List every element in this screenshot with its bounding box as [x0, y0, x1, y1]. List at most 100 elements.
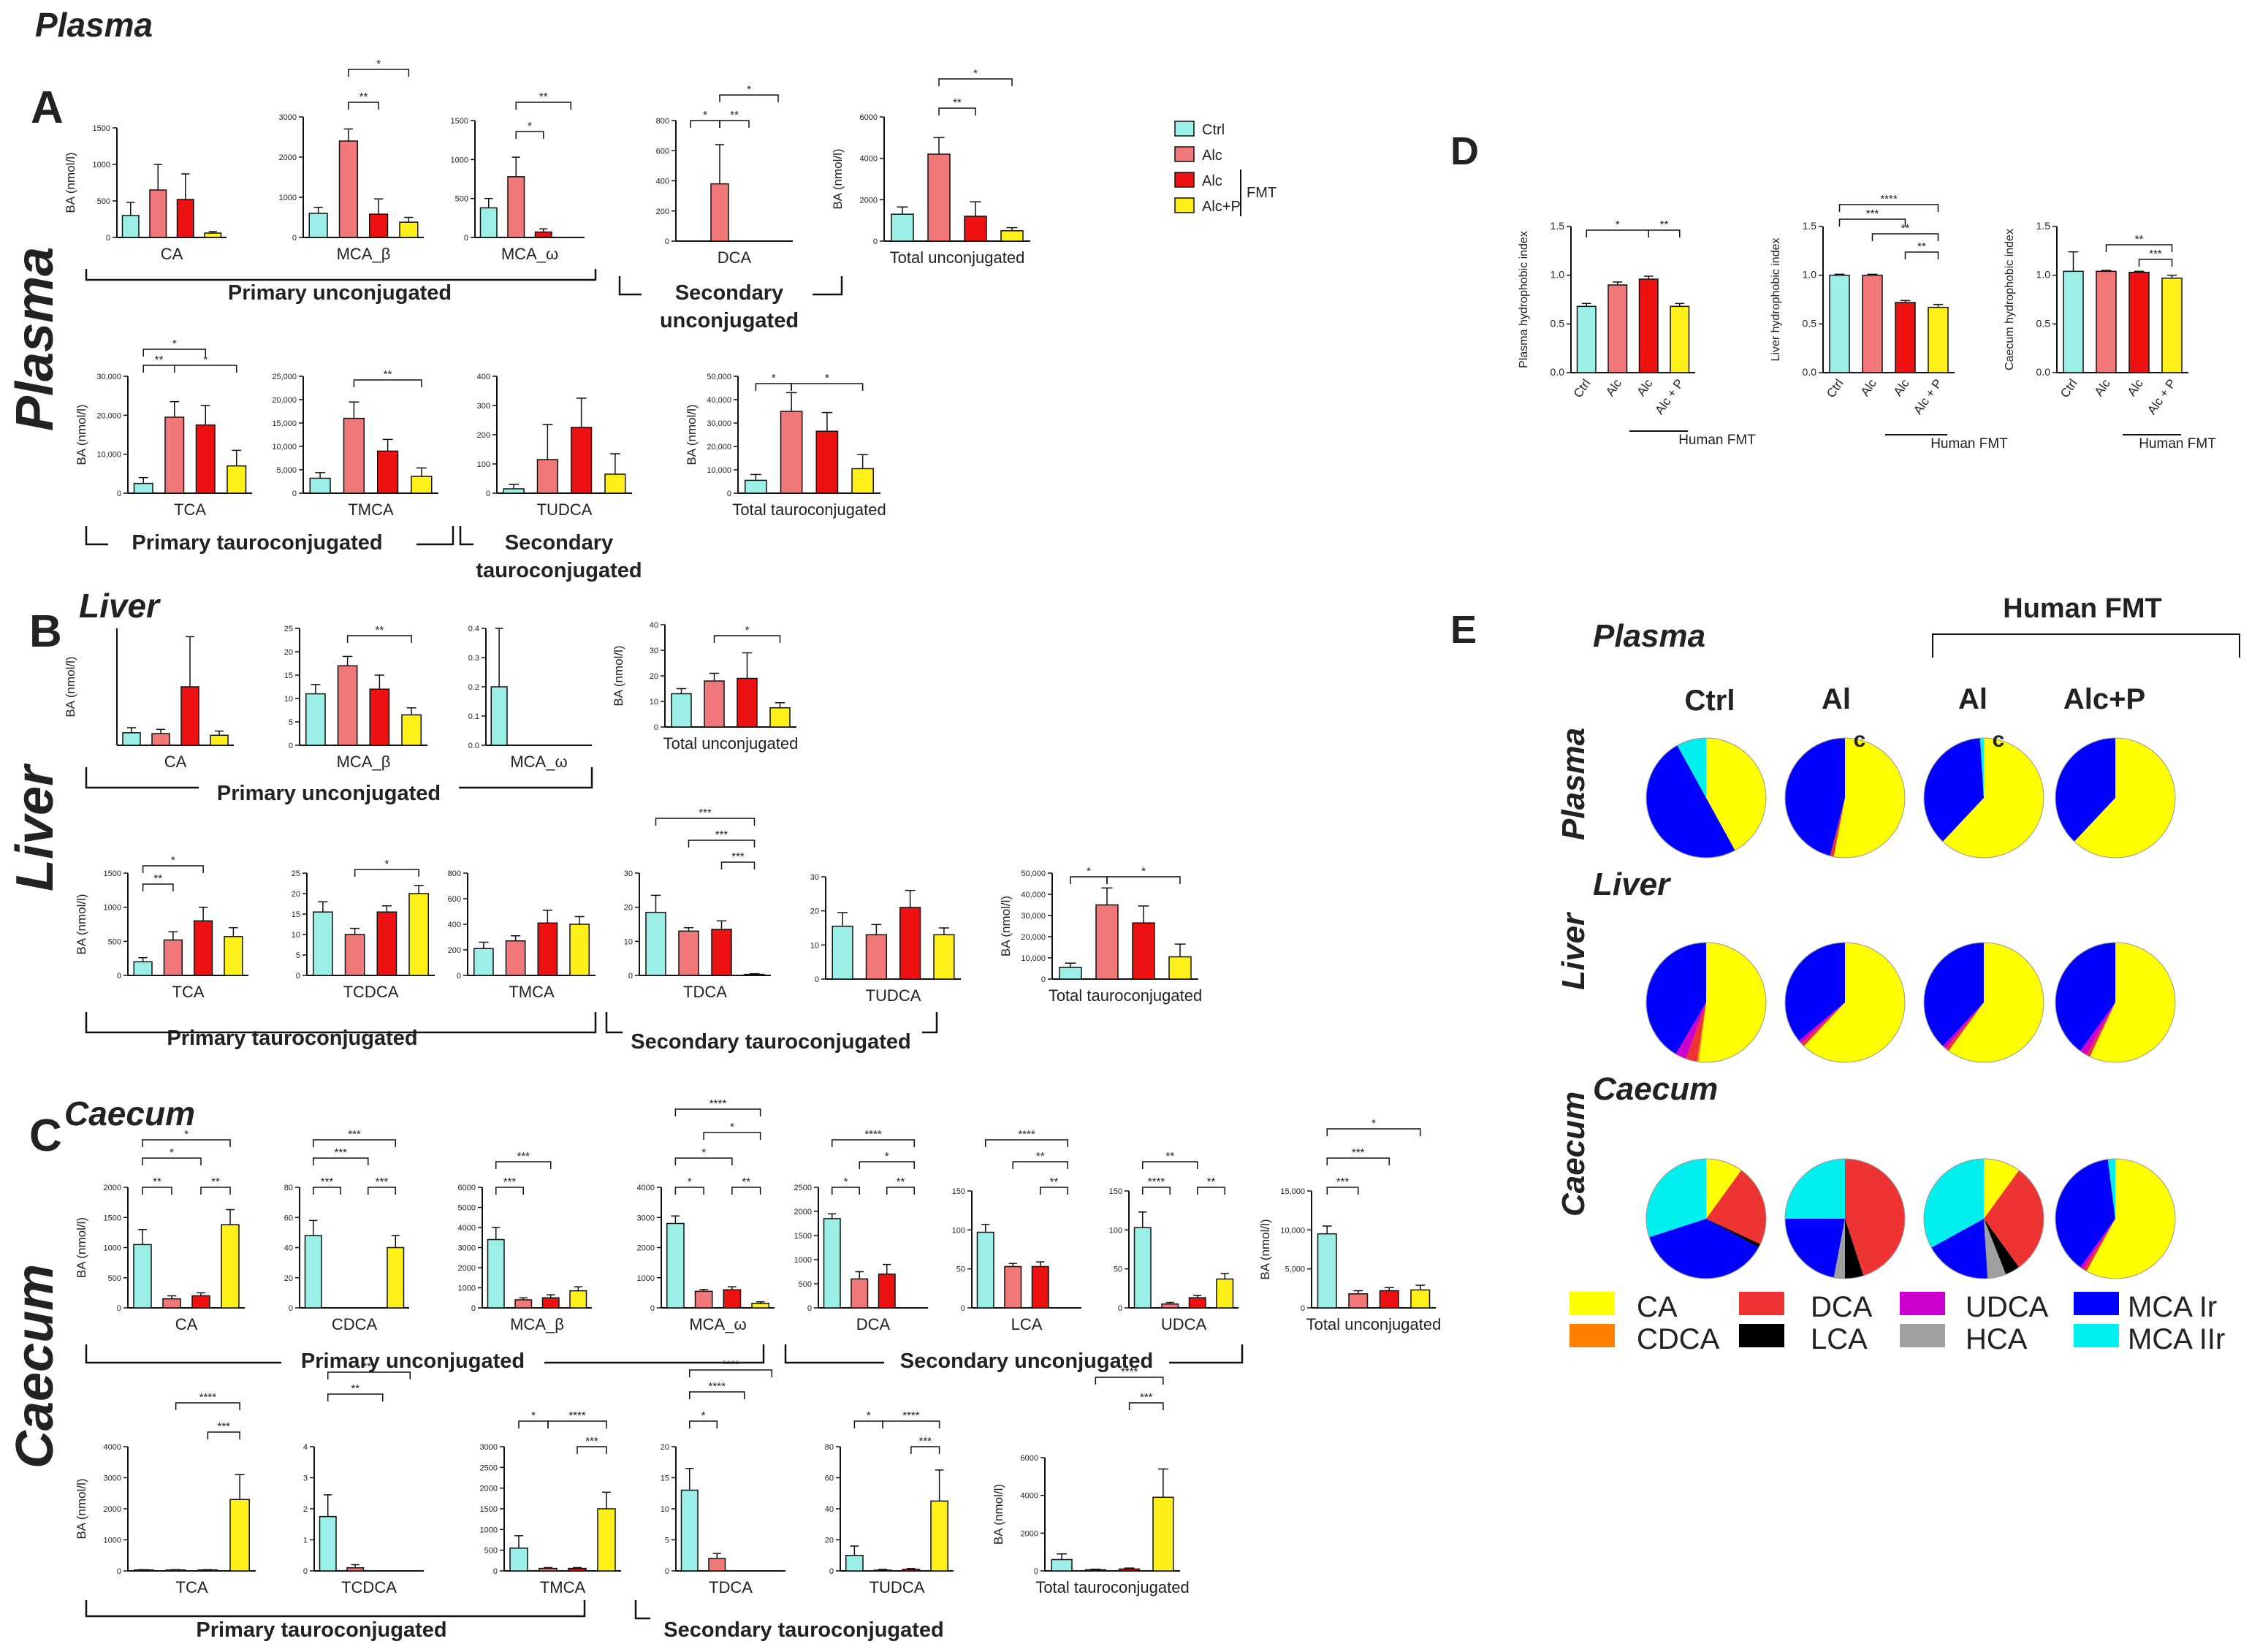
sig-bracket-55 [327, 1371, 411, 1379]
bracket-b1 [85, 767, 199, 789]
bracket-b2 [85, 1012, 597, 1034]
a-ytick-label-3-2: 400 [656, 178, 669, 186]
b-ytick-label-5-5: 25 [292, 869, 300, 878]
pie-legend-text-hca: HCA [1966, 1323, 2028, 1355]
sig-star-28: ** [211, 1176, 220, 1188]
sig-bracket-14 [791, 383, 864, 391]
b-ytick-label-1-1: 5 [289, 718, 293, 727]
b-ytick-label-4-1: 500 [108, 937, 121, 946]
bracket-a2r [813, 276, 843, 296]
c-xtitle-1: CDCA [332, 1315, 378, 1333]
a-ytick-label-6-0: 0 [292, 490, 297, 498]
pie-slice-caecum-3-2 [2083, 1219, 2115, 1271]
sig-star-0: * [376, 58, 381, 70]
pie-legend-text-cdca: CDCA [1637, 1323, 1720, 1355]
panel-a-label: A [31, 83, 64, 133]
pie-slice-liver-3-6 [2055, 943, 2115, 1051]
sig-star-60: **** [722, 1358, 739, 1371]
sig-bracket-73 [1904, 251, 1939, 259]
pie-slice-liver-0-6 [1645, 943, 1706, 1054]
a-xtitle-2: MCA_ω [501, 245, 558, 263]
c-ytick-label-13-0: 0 [1034, 1567, 1038, 1576]
a-bar-8-2 [815, 430, 839, 494]
d-ytick-label-2-2: 1.0 [2036, 269, 2051, 281]
sig-bracket-65 [910, 1446, 940, 1454]
c-bar-9-0 [319, 1515, 337, 1572]
pie-legend-text-mcaiir: MCA IIr [2128, 1323, 2225, 1355]
sig-star-33: *** [517, 1150, 530, 1162]
b-ytick-label-1-2: 10 [284, 695, 293, 704]
group-legend: Ctrl Alc Alc Alc+P FMT [1174, 121, 1277, 216]
a-bar-8-3 [851, 468, 874, 494]
c-ylabel-13: BA (nmol/l) [992, 1484, 1005, 1545]
b-bar-6-0 [473, 948, 494, 976]
a-ytick-label-8-3: 30,000 [707, 419, 731, 428]
e-row-title-liver: Liver [1593, 867, 1672, 902]
sub-title-liver: Liver [79, 587, 161, 625]
b-ytick-label-7-2: 20 [624, 904, 633, 913]
b-ytick-label-5-0: 0 [296, 972, 300, 981]
sig-bracket-44 [985, 1139, 1068, 1147]
d-ytitle-0: Plasma hydrophobic index [1518, 231, 1530, 368]
c-ytick-label-11-0: 0 [665, 1567, 669, 1576]
sig-bracket-34 [495, 1187, 524, 1195]
c-bar-13-3 [1152, 1496, 1174, 1572]
b-bar-9-0 [1059, 967, 1082, 980]
a-ytick-label-8-2: 20,000 [707, 443, 731, 452]
a-ytick-label-2-3: 1500 [451, 117, 468, 126]
c-bar-3-2 [723, 1289, 742, 1309]
sig-star-21: *** [715, 829, 728, 841]
sig-bracket-59 [577, 1446, 607, 1454]
c-bar-2-2 [541, 1297, 560, 1309]
sig-star-40: **** [864, 1128, 882, 1141]
a-bar-6-0 [309, 477, 331, 494]
b-ytick-label-5-2: 10 [292, 931, 300, 940]
b-ytick-label-3-1: 10 [650, 698, 658, 707]
c-chart-6: 0 50 100 150 UDCA [1109, 1187, 1239, 1333]
b-bar-0-0 [122, 732, 141, 746]
pie-slice-caecum-0-6 [1649, 1219, 1759, 1279]
pie-slice-liver-3-0 [2090, 943, 2175, 1062]
pie-slice-caecum-0-7 [1646, 1159, 1706, 1238]
c-bar-1-3 [387, 1246, 405, 1309]
b-bar-7-2 [711, 929, 732, 976]
d-xcat-0-3: Alc + P [1652, 376, 1686, 416]
b-ytick-label-7-0: 0 [628, 972, 633, 981]
sig-star-64: **** [902, 1409, 920, 1422]
b-bar-9-1 [1095, 904, 1119, 980]
b-ytick-label-2-2: 0.2 [468, 683, 479, 692]
a-group-secondary-tauro-2: tauroconjugated [476, 559, 642, 582]
sig-star-69: ** [1660, 218, 1669, 231]
c-bar-5-0 [976, 1231, 994, 1309]
b-xtitle-1: MCA_β [337, 753, 391, 771]
a-group-secondary-unconj-1: Secondary [675, 281, 783, 305]
b-bar-8-1 [865, 934, 887, 980]
b-ytick-label-1-3: 15 [284, 671, 293, 680]
a-ylabel-0: BA (nmol/l) [64, 152, 77, 213]
sig-star-62: * [701, 1409, 706, 1422]
pie-legend: CA CDCA DCA LCA UDCA HCA MCA Ir MCA IIr [1570, 1291, 2225, 1355]
pie-outline-plasma-1 [1784, 737, 1906, 859]
d-ytick-label-0-2: 1.0 [1551, 269, 1565, 281]
d-xcat-1-2: Alc [1891, 376, 1912, 399]
d-bar-0-2 [1638, 278, 1659, 373]
sig-star-37: * [701, 1146, 706, 1159]
sig-bracket-54 [207, 1431, 240, 1439]
sig-star-16: * [745, 624, 750, 636]
b-ytick-label-3-3: 30 [650, 647, 658, 655]
c-ytick-label-6-3: 150 [1109, 1187, 1122, 1196]
b-bar-9-3 [1168, 956, 1192, 980]
b-ytick-label-5-4: 20 [292, 890, 300, 899]
a-bar-5-0 [133, 482, 153, 494]
b-xtitle-2: MCA_ω [510, 753, 567, 771]
sig-bracket-56 [327, 1393, 384, 1401]
c-ytick-label-10-3: 1500 [480, 1505, 498, 1514]
a-group-secondary-unconj-2: unconjugated [660, 309, 799, 332]
e-header-bracket [1932, 633, 2240, 658]
legend-swatch-alcp-fmt [1174, 197, 1195, 213]
a-bar-7-1 [536, 459, 558, 494]
c-ytick-label-6-2: 100 [1109, 1226, 1122, 1235]
sig-bracket-5 [690, 120, 720, 128]
a-ytick-label-1-3: 3000 [279, 113, 297, 122]
